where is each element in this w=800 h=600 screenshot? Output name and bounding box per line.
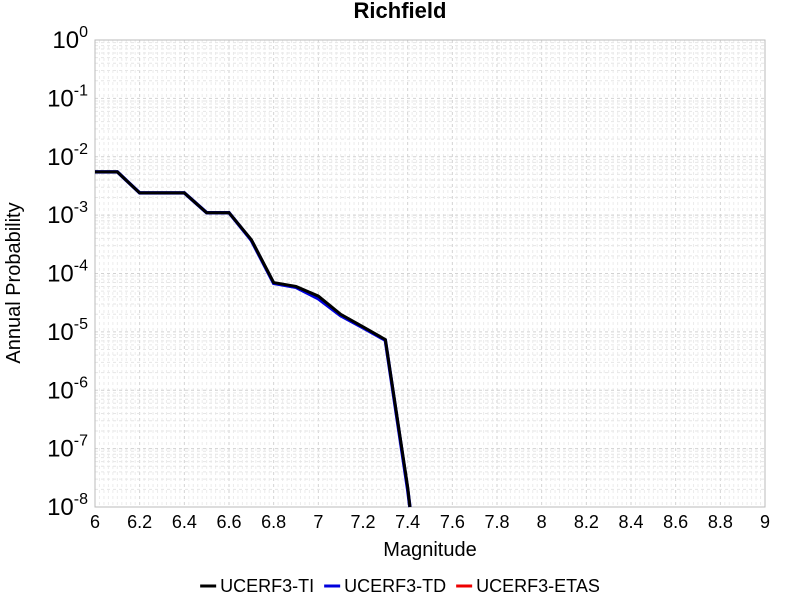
y-tick-label: 100 — [52, 24, 88, 54]
x-tick-label: 6.2 — [127, 512, 152, 532]
y-tick-label: 10-5 — [47, 316, 88, 346]
y-tick-label: 10-8 — [47, 491, 88, 521]
x-tick-label: 6.4 — [172, 512, 197, 532]
y-axis-label: Annual Probability — [3, 202, 25, 363]
y-tick-label: 10-1 — [47, 82, 88, 112]
plot-area-border — [94, 39, 766, 508]
x-tick-label: 8.6 — [663, 512, 688, 532]
chart-title: Richfield — [354, 0, 447, 23]
x-tick-label: 8.8 — [708, 512, 733, 532]
series-line-ucerf3-ti — [95, 170, 412, 508]
series-group — [95, 170, 412, 508]
x-tick-label: 8.2 — [574, 512, 599, 532]
x-tick-label: 7 — [313, 512, 323, 532]
legend-label-ucerf3-etas: UCERF3-ETAS — [476, 576, 600, 596]
x-tick-label: 8 — [537, 512, 547, 532]
x-tick-label: 7.8 — [484, 512, 509, 532]
x-axis-label: Magnitude — [383, 539, 476, 561]
grid — [94, 39, 766, 508]
x-tick-label: 7.4 — [395, 512, 420, 532]
legend: UCERF3-TI UCERF3-TD UCERF3-ETAS — [200, 576, 600, 596]
y-tick-label: 10-4 — [47, 258, 88, 288]
legend-label-ucerf3-td: UCERF3-TD — [344, 576, 446, 596]
x-tick-label: 7.2 — [350, 512, 375, 532]
x-tick-label: 6 — [90, 512, 100, 532]
x-tick-label: 7.6 — [440, 512, 465, 532]
y-tick-label: 10-3 — [47, 199, 88, 229]
x-axis-ticks: 6 6.2 6.4 6.6 6.8 7 7.2 7.4 7.6 7.8 8 8.2 8.4 8.6 8.8 9 — [90, 512, 770, 532]
x-tick-label: 9 — [760, 512, 770, 532]
x-tick-label: 6.6 — [216, 512, 241, 532]
legend-label-ucerf3-ti: UCERF3-TI — [220, 576, 314, 596]
x-tick-label: 8.4 — [618, 512, 643, 532]
y-tick-label: 10-7 — [47, 433, 88, 463]
y-tick-label: 10-2 — [47, 141, 88, 171]
y-tick-label: 10-6 — [47, 374, 88, 404]
x-tick-label: 6.8 — [261, 512, 286, 532]
y-axis-ticks: 100 10-1 10-2 10-3 10-4 10-5 10-6 10-7 10-8 — [47, 24, 88, 521]
